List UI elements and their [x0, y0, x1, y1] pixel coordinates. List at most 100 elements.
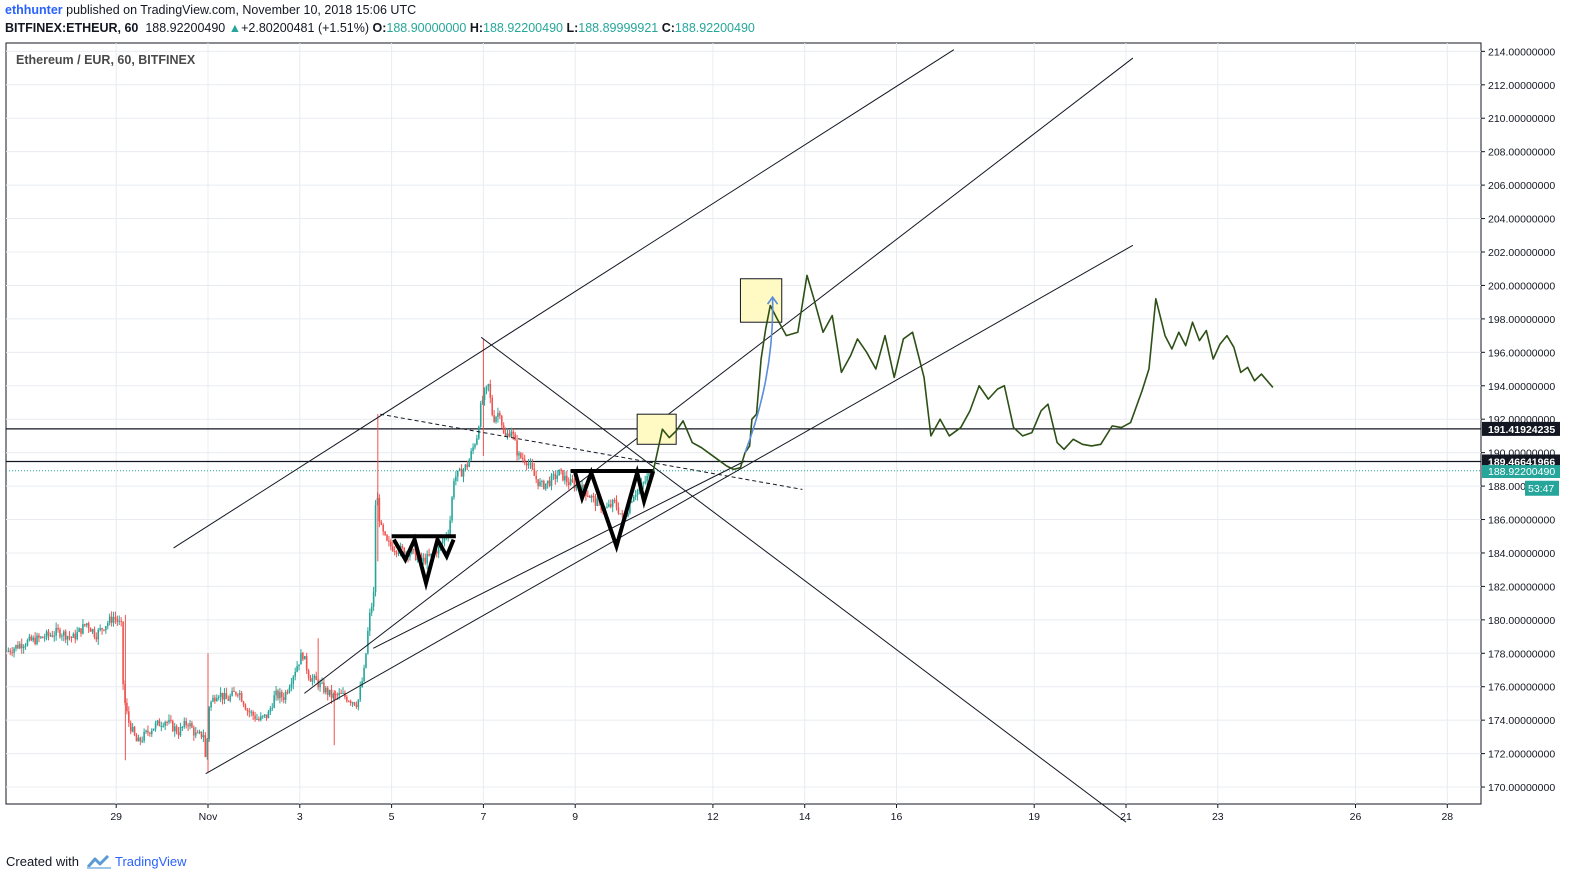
candle-body: [108, 616, 111, 624]
high-value: 188.92200490: [483, 21, 563, 35]
candle-body: [558, 469, 560, 476]
candle-body: [613, 500, 616, 502]
candle-body: [313, 675, 316, 679]
candle-body: [334, 693, 337, 695]
candle-body: [456, 470, 459, 477]
candle-body: [66, 636, 69, 640]
candle-body: [424, 557, 427, 564]
candle-body: [414, 549, 417, 561]
candle-body: [321, 682, 323, 684]
candle-body: [372, 592, 375, 607]
candle-body: [523, 459, 526, 464]
candle-body: [338, 692, 340, 696]
candle-body: [552, 474, 555, 476]
candle-body: [520, 453, 522, 458]
candle-body: [214, 697, 216, 702]
open-label: O:: [372, 21, 387, 35]
y-tick-label: 180.00000000: [1488, 615, 1555, 627]
candle-body: [397, 553, 400, 555]
y-tick-label: 204.00000000: [1488, 214, 1555, 226]
open-value: 188.90000000: [386, 21, 467, 35]
candle-body: [512, 431, 515, 435]
change-value: +2.80200481 (+1.51%): [241, 21, 370, 35]
candle-body: [250, 711, 253, 713]
price-badge: [1482, 454, 1560, 469]
candle-body: [219, 692, 222, 697]
tradingview-link[interactable]: TradingView: [86, 854, 187, 869]
dashed-trendline: [380, 413, 803, 490]
candle-body: [455, 476, 457, 482]
candle-body: [162, 725, 165, 727]
y-tick-label: 210.00000000: [1488, 113, 1555, 125]
candle-body: [70, 636, 73, 638]
candle-body: [502, 425, 505, 433]
x-tick-label: 29: [110, 811, 122, 823]
candle-body: [20, 644, 23, 649]
x-tick-label: 7: [480, 811, 486, 823]
candle-body: [202, 735, 205, 738]
candle-body: [175, 726, 178, 733]
candle-body: [569, 479, 572, 486]
candle-body: [246, 709, 249, 712]
chart-pane[interactable]: [5, 42, 1482, 805]
close-label: C:: [661, 21, 675, 35]
candle-body: [158, 720, 161, 727]
candle-body: [282, 697, 285, 700]
candle-body: [292, 676, 295, 684]
x-tick-label: 14: [799, 811, 811, 823]
candle-body: [160, 725, 163, 727]
candle-body: [112, 617, 115, 623]
candle-body: [353, 702, 356, 706]
candle-body: [76, 632, 78, 640]
candle-body: [145, 730, 147, 732]
candle-body: [565, 475, 568, 483]
candle-body: [303, 656, 306, 660]
candle-body: [617, 507, 620, 514]
candle-body: [59, 629, 61, 637]
candle-body: [449, 520, 451, 535]
candle-body: [388, 540, 390, 542]
candle-body: [204, 735, 207, 757]
candle-body: [609, 504, 612, 507]
last-price-label: 188.92200490: [1488, 466, 1555, 478]
candle-body: [642, 482, 645, 484]
low-label: L:: [566, 21, 579, 35]
candle-body: [89, 628, 92, 632]
y-tick-label: 184.00000000: [1488, 548, 1555, 560]
candle-body: [185, 720, 187, 726]
candle-body: [168, 719, 170, 723]
candle-body: [179, 726, 182, 736]
candle-body: [378, 497, 381, 522]
candle-body: [288, 687, 291, 693]
author-link[interactable]: ethhunter: [5, 3, 63, 17]
candle-body: [592, 495, 595, 497]
candle-body: [514, 434, 516, 441]
candle-body: [296, 666, 298, 672]
candle-body: [504, 432, 507, 437]
candle-body: [28, 636, 31, 641]
candle-body: [30, 636, 33, 641]
candle-body: [590, 495, 593, 498]
candle-body: [636, 490, 639, 496]
candle-body: [351, 702, 354, 704]
candle-body: [479, 403, 482, 427]
candle-body: [493, 415, 495, 422]
candle-body: [615, 500, 618, 508]
highlight-boxes: [636, 278, 783, 445]
candle-body: [258, 718, 260, 721]
candle-body: [61, 635, 63, 637]
time-axis[interactable]: 29 Nov 3 5 7 9 12 14 16 19 21 23 26 28: [110, 804, 1453, 823]
candle-body: [470, 451, 472, 460]
trendlines: [173, 49, 1134, 823]
price-axis[interactable]: 214.00000000 212.00000000 210.00000000 208.…: [1481, 46, 1560, 794]
candle-body: [118, 620, 121, 622]
candle-body: [374, 505, 377, 593]
candle-body: [95, 636, 98, 640]
candle-body: [183, 720, 186, 727]
candle-body: [194, 732, 197, 736]
candle-body: [114, 617, 117, 619]
candle-body: [587, 495, 589, 497]
candle-body: [290, 683, 293, 688]
candle-body: [9, 650, 12, 653]
